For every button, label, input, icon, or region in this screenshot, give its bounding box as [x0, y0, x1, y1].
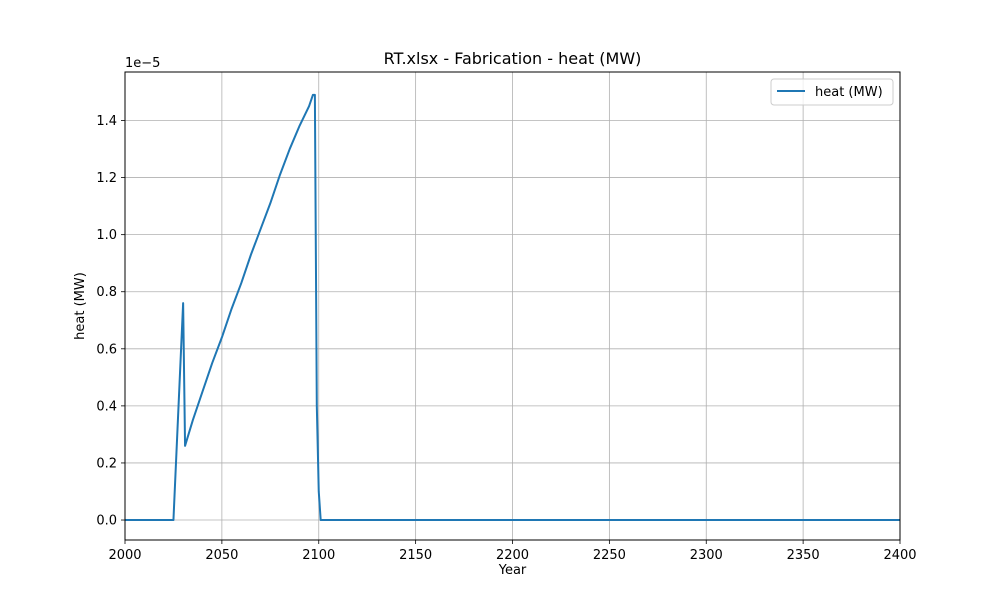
x-axis: 2000 2050 2100 2150 2200 2250 2300 2350 2400: [108, 540, 917, 563]
y-tick-label: 0.6: [96, 342, 117, 357]
x-tick-label: 2200: [496, 548, 529, 563]
y-tick-label: 0.2: [96, 456, 117, 471]
y-tick-label: 1.0: [96, 228, 117, 243]
x-tick-label: 2300: [690, 548, 723, 563]
y-tick-label: 1.2: [96, 171, 117, 186]
y-tick-label: 0.8: [96, 285, 117, 300]
y-axis: 0.0 0.2 0.4 0.6 0.8 1.0 1.2 1.4: [96, 114, 125, 529]
y-tick-label: 0.0: [96, 514, 117, 529]
x-tick-label: 2350: [787, 548, 820, 563]
x-tick-label: 2400: [883, 548, 916, 563]
y-tick-label: 1.4: [96, 114, 117, 129]
x-tick-label: 2050: [205, 548, 238, 563]
series-line: [125, 93, 900, 522]
series-layer: [125, 93, 900, 522]
y-axis-title: heat (MW): [73, 272, 88, 340]
x-tick-label: 2100: [302, 548, 335, 563]
grid: [124, 72, 901, 540]
legend-box: [770, 78, 894, 106]
x-axis-title: Year: [498, 563, 527, 578]
legend: heat (MW): [770, 78, 894, 106]
y-scale-label: 1e−5: [125, 56, 160, 71]
legend-label: heat (MW): [815, 85, 883, 100]
x-tick-label: 2150: [399, 548, 432, 563]
chart-title: RT.xlsx - Fabrication - heat (MW): [384, 49, 642, 68]
x-tick-label: 2000: [108, 548, 141, 563]
x-tick-label: 2250: [593, 548, 626, 563]
y-tick-label: 0.4: [96, 399, 117, 414]
